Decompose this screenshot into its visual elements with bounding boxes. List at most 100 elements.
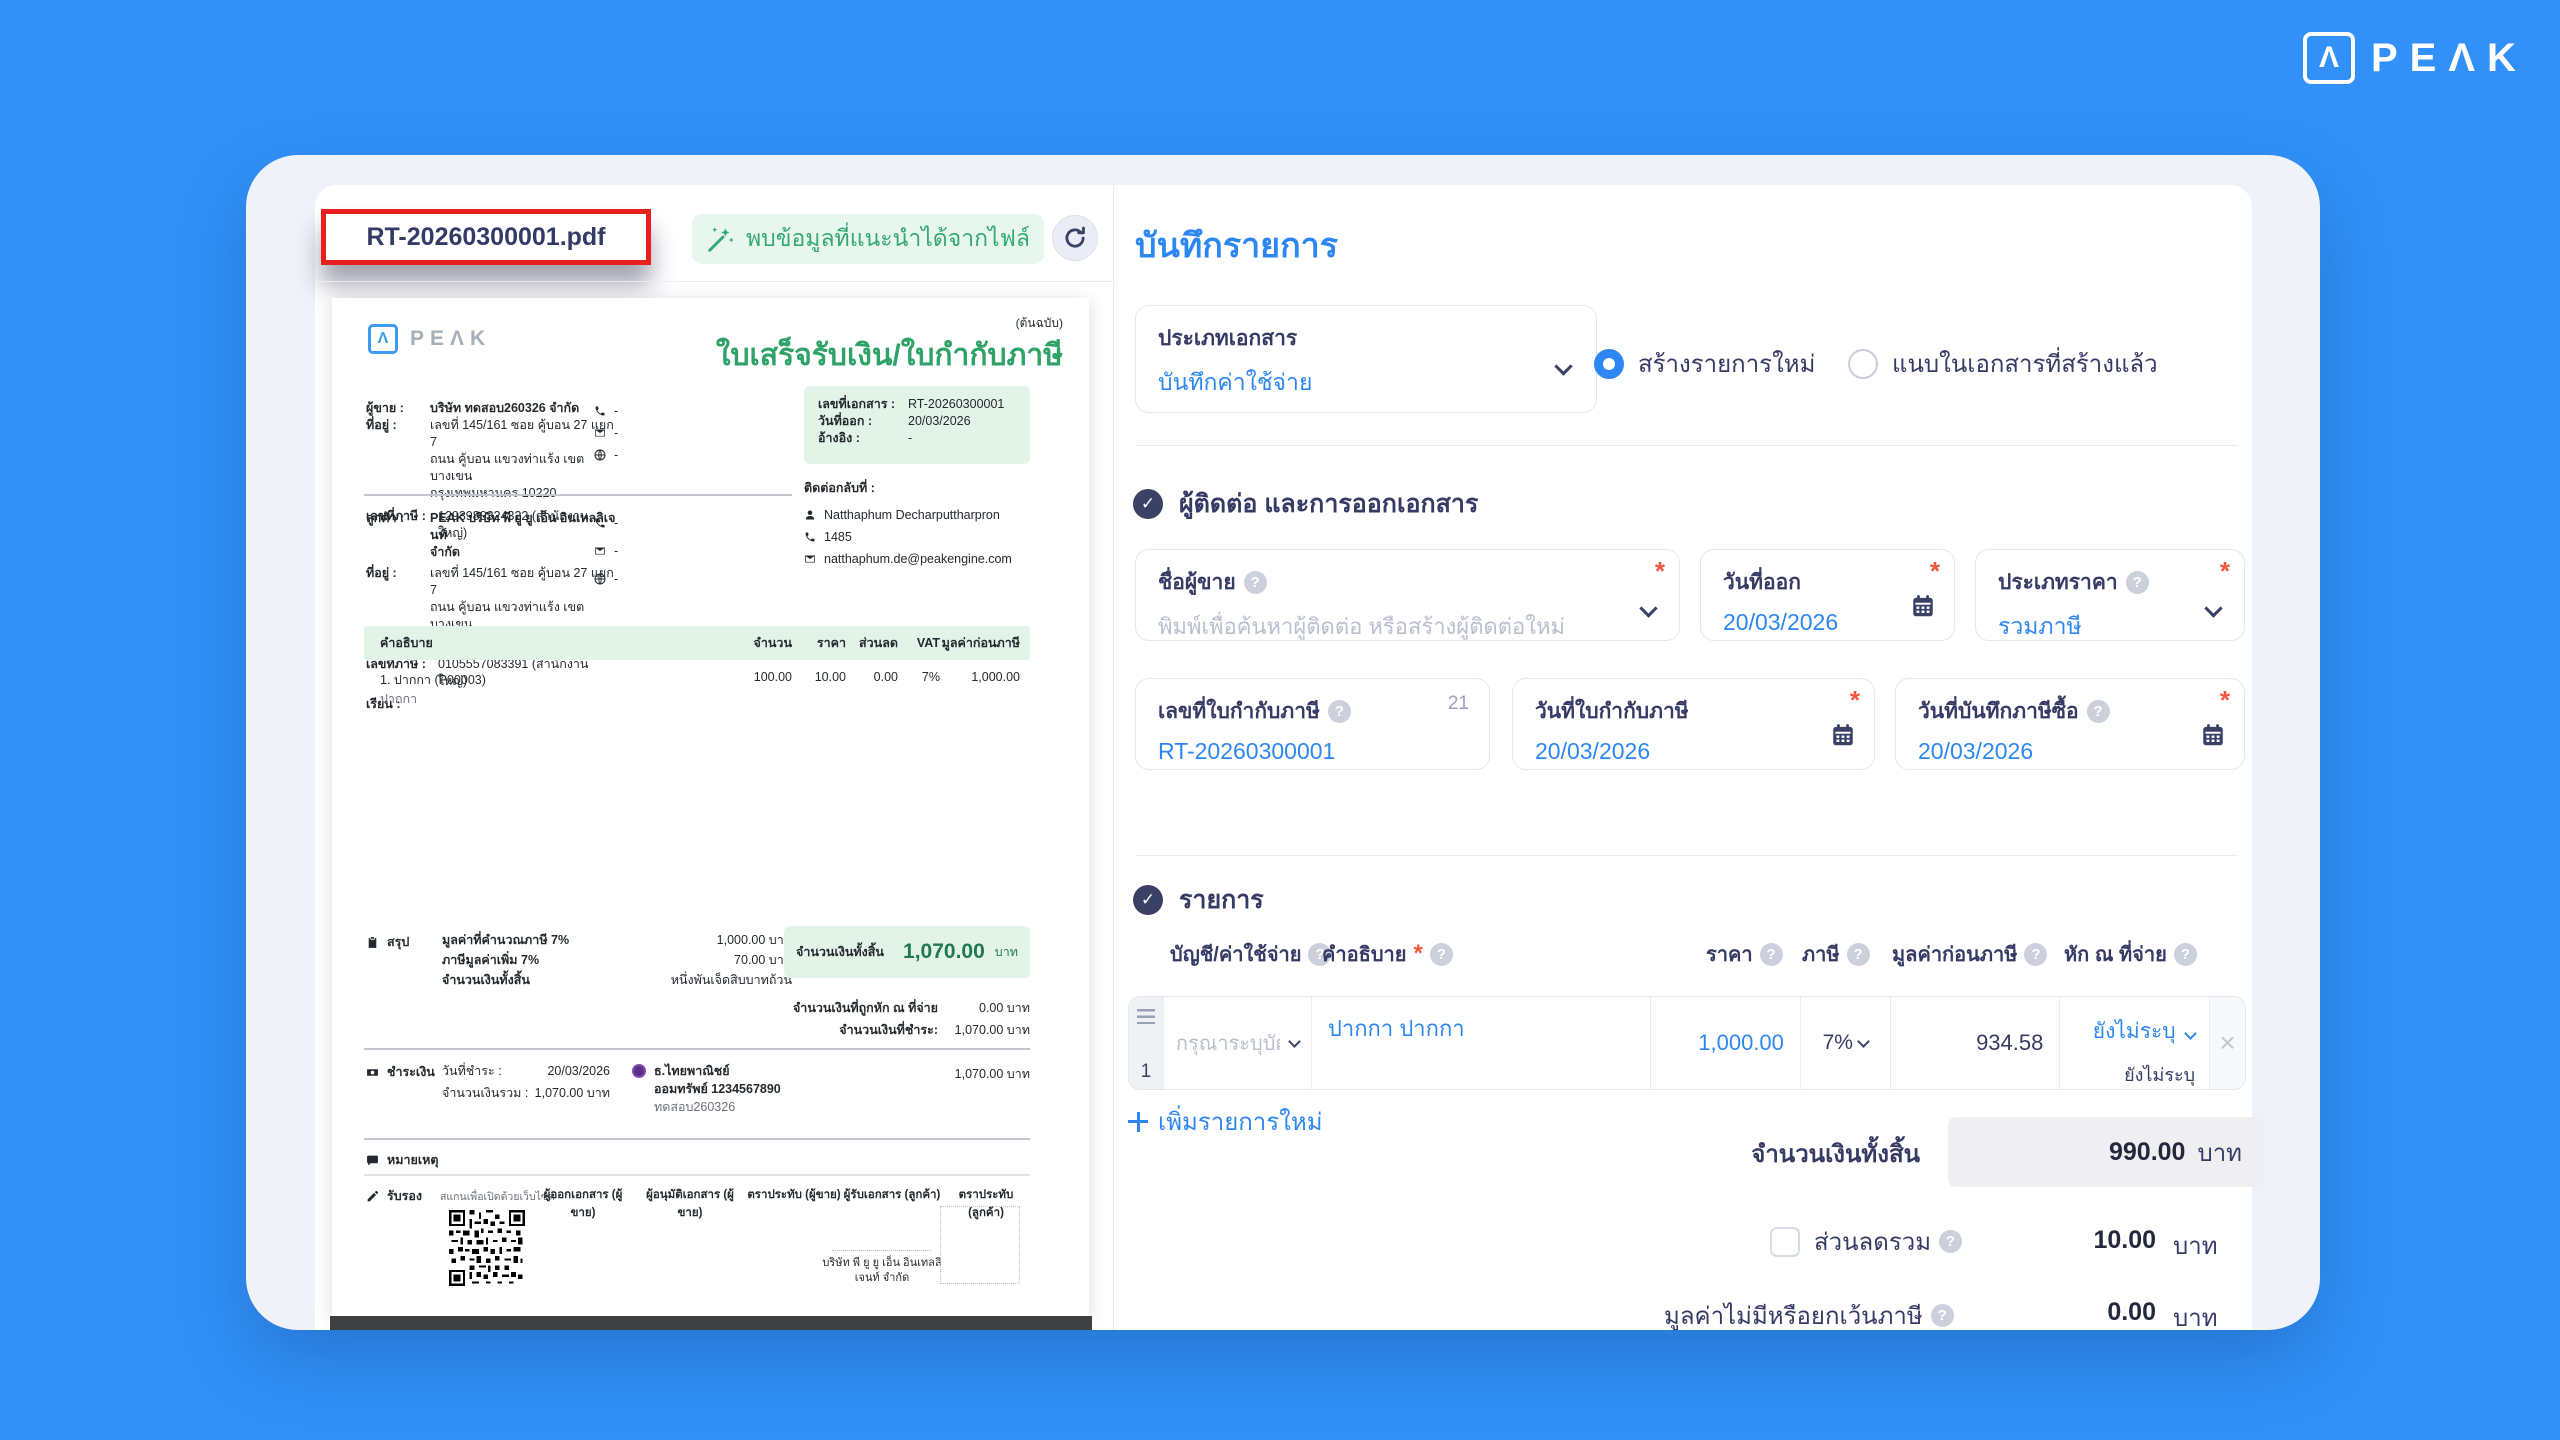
pdf-item-price: 10.00	[814, 670, 846, 684]
pdf-col-amount: มูลค่าก่อนภาษี	[941, 636, 1020, 650]
peak-logo-text: PEΛK	[2371, 35, 2528, 80]
pdf-filename-highlight[interactable]: RT-20260300001.pdf	[321, 209, 651, 265]
refresh-button[interactable]	[1052, 215, 1098, 261]
price-type-field[interactable]: * ประเภทราคา? รวมภาษี	[1975, 549, 2245, 641]
pdf-divider-2	[364, 1048, 1030, 1050]
pdf-grand-total-box: จำนวนเงินทั้งสิ้น 1,070.00 บาท	[784, 926, 1030, 978]
pdf-customer-contact-icons: - - -	[594, 512, 618, 590]
add-row-link[interactable]: เพิ่มรายการใหม่	[1128, 1102, 1323, 1141]
sig-head-5: ตราประทับ (ลูกค้า)	[958, 1189, 1014, 1219]
required-asterisk: *	[1654, 556, 1665, 586]
pdf-wht-label: จำนวนเงินที่ถูกหัก ณ ที่จ่าย	[792, 1001, 938, 1015]
wht-sub-value: ยังไม่ระบุ	[2124, 1065, 2196, 1085]
customer-address-label: ที่อยู่ :	[366, 566, 397, 580]
tax-invoice-no-value: RT-20260300001	[1158, 738, 1336, 764]
plus-icon	[1128, 1111, 1148, 1132]
customer-name-1: PEAK บริษัท พี ยู ยู เอ็น อินเทลลิเจนท์	[430, 511, 616, 542]
pdf-item-row: 1. ปากกา (P00003) 100.00 10.00 0.00 7% 1…	[364, 670, 1030, 690]
phone-icon	[595, 406, 605, 416]
grand-total-box: 990.00 บาท	[1948, 1117, 2264, 1187]
drag-handle-icon[interactable]	[1136, 1009, 1155, 1024]
payment-date-label: วันที่ชำระ :	[442, 1064, 502, 1078]
price-value: 1,000.00	[1698, 1030, 1784, 1055]
summary-value-1: 1,000.00 บาท	[716, 933, 792, 947]
items-section-title: รายการ	[1179, 886, 1264, 914]
doc-type-value: บันทึกค่าใช้จ่าย	[1158, 369, 1313, 395]
pretax-cell: 934.58	[1889, 997, 2060, 1089]
suggested-data-button[interactable]: พบข้อมูลที่แนะนำได้จากไฟล์	[692, 214, 1044, 264]
tax-record-date-value: 20/03/2026	[1918, 738, 2034, 764]
calendar-icon	[1913, 595, 1933, 617]
pdf-certify-title: รับรอง	[387, 1189, 422, 1203]
tax-select[interactable]: 7%	[1799, 997, 1890, 1089]
grand-total-unit: บาท	[2197, 1139, 2242, 1167]
magic-wand-icon	[708, 227, 734, 252]
radio-attach-existing-label: แนบในเอกสารที่สร้างแล้ว	[1892, 351, 2158, 378]
radio-create-new[interactable]: สร้างรายการใหม่	[1594, 344, 1815, 383]
account-placeholder: กรุณาระบุบัญ	[1175, 1033, 1280, 1055]
seller-phone: -	[614, 404, 619, 418]
pdf-item-qty: 100.00	[753, 670, 792, 684]
summary-label-3: จำนวนเงินทั้งสิ้น	[442, 973, 530, 987]
peak-logo-icon: Λ	[2303, 32, 2355, 84]
help-icon: ?	[1930, 1304, 1954, 1327]
vendor-name-field[interactable]: * ชื่อผู้ขาย? พิมพ์เพื่อค้นหาผู้ติดต่อ ห…	[1135, 549, 1680, 641]
required-asterisk: *	[2219, 556, 2230, 586]
remove-row-button[interactable]: ×	[2209, 997, 2245, 1089]
wht-select[interactable]: ยังไม่ระบุ ยังไม่ระบุ	[2059, 997, 2209, 1089]
tax-invoice-no-field[interactable]: 21 เลขที่ใบกำกับภาษี? RT-20260300001	[1135, 678, 1490, 770]
chevron-down-icon	[1288, 1034, 1301, 1048]
bank-account: ออมทรัพย์ 1234567890	[654, 1082, 781, 1096]
price-type-label: ประเภทราคา	[1998, 571, 2118, 594]
customer-email: -	[614, 544, 619, 558]
person-icon	[806, 510, 814, 520]
pdf-page-preview[interactable]: Λ PEΛK (ต้นฉบับ) ใบเสร็จรับเงิน/ใบกำกับภ…	[332, 298, 1089, 1316]
add-row-label: เพิ่มรายการใหม่	[1158, 1109, 1323, 1136]
suggested-data-label: พบข้อมูลที่แนะนำได้จากไฟล์	[745, 225, 1031, 251]
summary-value-2: 70.00 บาท	[734, 953, 792, 967]
items-section-header: ✓ รายการ	[1133, 880, 1264, 920]
required-asterisk: *	[2219, 685, 2230, 715]
discount-checkbox[interactable]	[1770, 1226, 1800, 1257]
seller-address-3: กรุงเทพมหานคร 10220	[430, 486, 557, 500]
pdf-grand-total-value: 1,070.00	[903, 940, 985, 963]
exempt-value: 0.00	[2107, 1298, 2156, 1326]
col-head-tax: ภาษี?	[1802, 938, 1870, 970]
price-input[interactable]: 1,000.00	[1650, 997, 1800, 1089]
summary-label-2: ภาษีมูลค่าเพิ่ม 7%	[442, 953, 540, 967]
doc-type-dropdown[interactable]: ประเภทเอกสาร บันทึกค่าใช้จ่าย	[1135, 305, 1597, 413]
tax-record-date-label: วันที่บันทึกภาษีซื้อ	[1918, 700, 2079, 723]
pdf-divider-4	[364, 1174, 1030, 1176]
radio-attach-existing[interactable]: แนบในเอกสารที่สร้างแล้ว	[1848, 344, 2158, 383]
pdf-certify-title-row: รับรอง	[366, 1186, 422, 1206]
discount-unit: บาท	[2173, 1233, 2218, 1260]
description-input[interactable]: ปากกา ปากกา	[1310, 997, 1650, 1089]
tax-invoice-date-label: วันที่ใบกำกับภาษี	[1535, 700, 1689, 723]
help-icon: ?	[1327, 700, 1351, 723]
doc-date-label: วันที่ออก :	[818, 414, 873, 428]
seller-address-label: ที่อยู่ :	[366, 418, 397, 432]
pdf-bank-block: ธ.ไทยพาณิชย์ ออมทรัพย์ 1234567890 ทดสอบ2…	[632, 1062, 781, 1116]
pen-icon	[367, 1190, 379, 1201]
pdf-notes-title: หมายเหตุ	[387, 1153, 439, 1167]
row-number: 1	[1140, 1061, 1152, 1082]
pdf-doc-info-box: เลขที่เอกสาร : RT-20260300001 วันที่ออก :…	[804, 386, 1030, 464]
grand-total-label: จำนวนเงินทั้งสิ้น	[1751, 1141, 1920, 1168]
globe-icon	[594, 573, 606, 585]
tax-invoice-date-field[interactable]: * วันที่ใบกำกับภาษี 20/03/2026	[1512, 678, 1875, 770]
col-head-pretax: มูลค่าก่อนภาษี?	[1892, 938, 2048, 970]
account-select[interactable]: กรุณาระบุบัญ	[1162, 997, 1311, 1089]
radio-off-icon	[1848, 348, 1878, 379]
price-type-value: รวมภาษี	[1998, 613, 2082, 639]
doc-no-label: เลขที่เอกสาร :	[818, 397, 896, 411]
tax-record-date-field[interactable]: * วันที่บันทึกภาษีซื้อ? 20/03/2026	[1895, 678, 2245, 770]
row-handle-cell: 1	[1129, 997, 1163, 1089]
contact-section-header: ✓ ผู้ติดต่อ และการออกเอกสาร	[1133, 484, 1478, 524]
help-icon: ?	[1429, 942, 1453, 966]
discount-row: ส่วนลดรวม?	[1770, 1222, 1963, 1261]
customer-website: -	[614, 572, 619, 586]
issue-date-field[interactable]: * วันที่ออก 20/03/2026	[1700, 549, 1955, 641]
pdf-col-vat: VAT	[916, 636, 940, 650]
contact-section-title: ผู้ติดต่อ และการออกเอกสาร	[1179, 490, 1479, 518]
customer-address-1: เลขที่ 145/161 ซอย คู้บอน 27 แยก 7	[430, 566, 614, 597]
